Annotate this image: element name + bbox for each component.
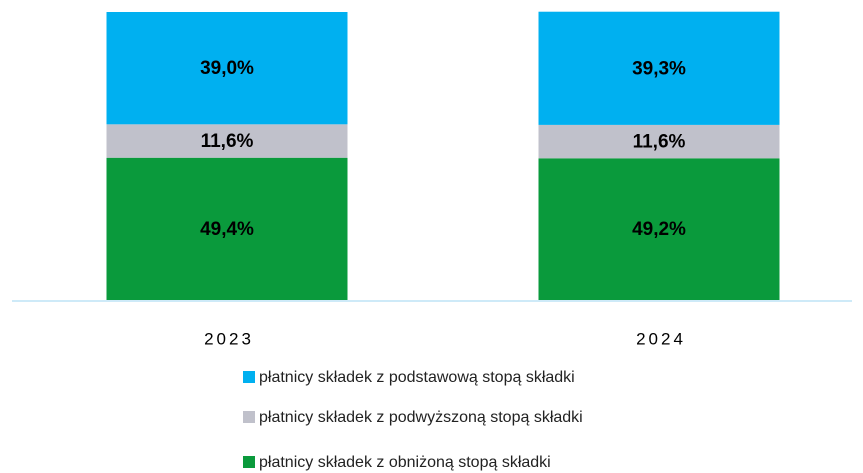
value-label: 11,6% bbox=[201, 131, 254, 152]
legend-swatch bbox=[243, 411, 255, 423]
bar-segment bbox=[538, 11, 780, 125]
x-tick-label: 2023 bbox=[204, 329, 254, 348]
bar-segment bbox=[106, 12, 348, 125]
legend-label: płatnicy składek z obniżoną stopą składk… bbox=[259, 454, 551, 471]
value-label: 49,4% bbox=[200, 219, 254, 240]
legend-label: płatnicy składek z podstawową stopą skła… bbox=[259, 369, 575, 386]
bar-segment bbox=[538, 158, 780, 300]
value-label: 39,3% bbox=[632, 58, 686, 79]
legend-swatch bbox=[243, 456, 255, 468]
x-tick-label: 2024 bbox=[636, 329, 686, 348]
legend-swatch bbox=[243, 371, 255, 383]
value-label: 11,6% bbox=[633, 132, 686, 153]
value-label: 39,0% bbox=[200, 58, 254, 79]
bar-segment bbox=[538, 124, 780, 159]
bar-segment bbox=[106, 124, 348, 158]
bar-segment bbox=[106, 157, 348, 300]
value-label: 49,2% bbox=[632, 219, 686, 240]
legend-label: płatnicy składek z podwyższoną stopą skł… bbox=[259, 409, 583, 426]
